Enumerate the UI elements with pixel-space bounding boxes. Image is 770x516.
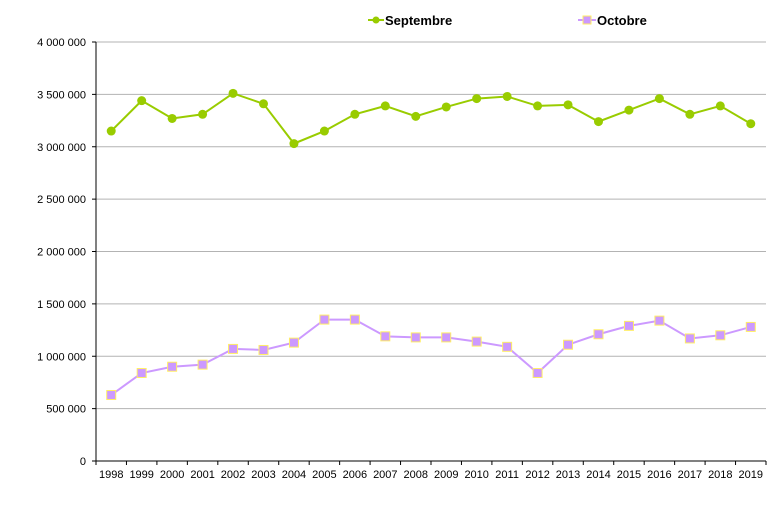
data-point [654,315,665,326]
y-tick-label: 2 000 000 [37,247,86,259]
legend-label: Septembre [385,13,452,28]
data-point [319,126,329,136]
data-point [319,314,330,325]
legend: Septembre Octobre [368,13,647,28]
data-point [349,314,360,325]
series-septembre [106,88,756,149]
data-point [411,111,421,121]
data-point [563,339,574,350]
data-point [685,109,695,119]
data-point [441,102,451,112]
data-point [623,320,634,331]
x-tick-label: 2019 [739,469,763,481]
data-point [228,343,239,354]
data-point [259,99,268,109]
data-point [654,94,664,104]
x-tick-label: 2011 [495,469,519,481]
x-tick-label: 2010 [464,469,488,481]
x-tick-label: 2016 [647,469,671,481]
y-tick-label: 0 [80,456,86,468]
series-line [110,318,752,396]
data-point [106,390,117,401]
x-tick-label: 2005 [312,469,336,481]
y-tick-label: 500 000 [46,404,86,416]
x-tick-label: 2000 [160,469,184,481]
data-point [746,119,756,129]
data-point [533,101,543,111]
data-point [258,344,269,355]
data-point [137,96,147,106]
y-tick-label: 4 000 000 [37,37,86,49]
data-point [502,341,513,352]
x-tick-label: 2018 [708,469,732,481]
data-point [745,321,756,332]
data-point [106,126,116,136]
y-tick-label: 1 500 000 [37,299,86,311]
data-point [471,336,482,347]
x-tick-label: 2006 [343,469,367,481]
legend-item-octobre[interactable]: Octobre [578,13,647,28]
data-point [197,359,208,370]
data-point [563,100,573,110]
x-tick-label: 2013 [556,469,580,481]
data-point [441,332,452,343]
data-point [532,368,543,379]
data-point [350,109,360,119]
data-point [288,337,299,348]
data-point [380,331,391,342]
series-line [110,92,752,145]
x-tick-label: 2002 [221,469,245,481]
x-tick-label: 2003 [251,469,275,481]
y-tick-label: 2 500 000 [37,194,86,206]
legend-label: Octobre [597,13,647,28]
x-tick-label: 2009 [434,469,458,481]
data-point [289,139,299,149]
y-tick-label: 3 500 000 [37,89,86,101]
data-point [380,101,390,111]
data-point [502,91,512,101]
data-point [167,113,177,123]
data-point [410,332,421,343]
y-tick-label: 3 000 000 [37,142,86,154]
data-point [715,330,726,341]
x-tick-label: 2008 [404,469,428,481]
series-octobre [106,314,756,401]
x-tick-label: 2015 [617,469,641,481]
y-tick-label: 1 000 000 [37,351,86,363]
data-point [594,117,603,127]
x-tick-label: 2004 [282,469,306,481]
x-tick-label: 1998 [99,469,123,481]
data-point [684,333,695,344]
x-tick-label: 2012 [525,469,549,481]
data-point [228,88,238,98]
data-point [136,368,147,379]
legend-item-septembre[interactable]: Septembre [368,13,452,28]
x-tick-label: 2017 [678,469,702,481]
data-point [593,329,604,340]
data-point [198,109,208,119]
x-tick-label: 1999 [129,469,153,481]
x-tick-label: 2014 [586,469,610,481]
data-point [624,105,634,115]
data-point [715,101,725,111]
data-point [472,94,482,104]
x-tick-label: 2007 [373,469,397,481]
data-point [167,361,178,372]
x-tick-label: 2001 [190,469,214,481]
